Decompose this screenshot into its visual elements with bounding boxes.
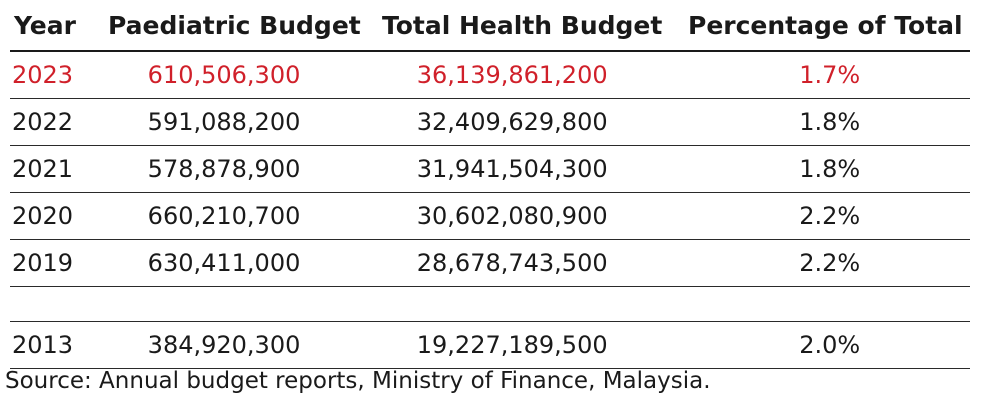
cell-total-health-budget: 30,602,080,900 [416, 202, 608, 230]
cell-percentage: 2.2% [799, 249, 861, 277]
cell-total-health-budget: 36,139,861,200 [416, 61, 608, 89]
header-year: Year [14, 10, 76, 40]
cell-percentage: 1.8% [799, 108, 861, 136]
cell-year: 2019 [12, 249, 74, 277]
budget-table: Year Paediatric Budget Total Health Budg… [10, 0, 970, 369]
table-row-2023: 2023 610,506,300 36,139,861,200 1.7% [10, 52, 970, 99]
cell-paediatric-budget: 384,920,300 [147, 331, 301, 359]
cell-paediatric-budget: 578,878,900 [147, 155, 301, 183]
cell-paediatric-budget: 660,210,700 [147, 202, 301, 230]
cell-percentage: 2.2% [799, 202, 861, 230]
header-paediatric-budget: Paediatric Budget [108, 10, 361, 40]
cell-paediatric-budget: 591,088,200 [147, 108, 301, 136]
table-row-2022: 2022 591,088,200 32,409,629,800 1.8% [10, 99, 970, 146]
cell-year: 2013 [12, 331, 74, 359]
source-note: Source: Annual budget reports, Ministry … [5, 368, 711, 394]
cell-year: 2023 [12, 61, 74, 89]
cell-year: 2021 [12, 155, 74, 183]
table-header-row: Year Paediatric Budget Total Health Budg… [10, 0, 970, 52]
cell-percentage: 1.8% [799, 155, 861, 183]
cell-total-health-budget: 32,409,629,800 [416, 108, 608, 136]
table-row-2013: 2013 384,920,300 19,227,189,500 2.0% [10, 322, 970, 369]
table-row-2021: 2021 578,878,900 31,941,504,300 1.8% [10, 146, 970, 193]
cell-year: 2022 [12, 108, 74, 136]
cell-total-health-budget: 31,941,504,300 [416, 155, 608, 183]
header-percentage-of-total: Percentage of Total [688, 10, 963, 40]
cell-paediatric-budget: 610,506,300 [147, 61, 301, 89]
cell-percentage: 2.0% [799, 331, 861, 359]
cell-percentage: 1.7% [799, 61, 861, 89]
table-gap-row [10, 287, 970, 322]
cell-year: 2020 [12, 202, 74, 230]
header-total-health-budget: Total Health Budget [382, 10, 663, 40]
cell-total-health-budget: 19,227,189,500 [416, 331, 608, 359]
cell-total-health-budget: 28,678,743,500 [416, 249, 608, 277]
table-row-2019: 2019 630,411,000 28,678,743,500 2.2% [10, 240, 970, 287]
cell-paediatric-budget: 630,411,000 [147, 249, 301, 277]
table-row-2020: 2020 660,210,700 30,602,080,900 2.2% [10, 193, 970, 240]
